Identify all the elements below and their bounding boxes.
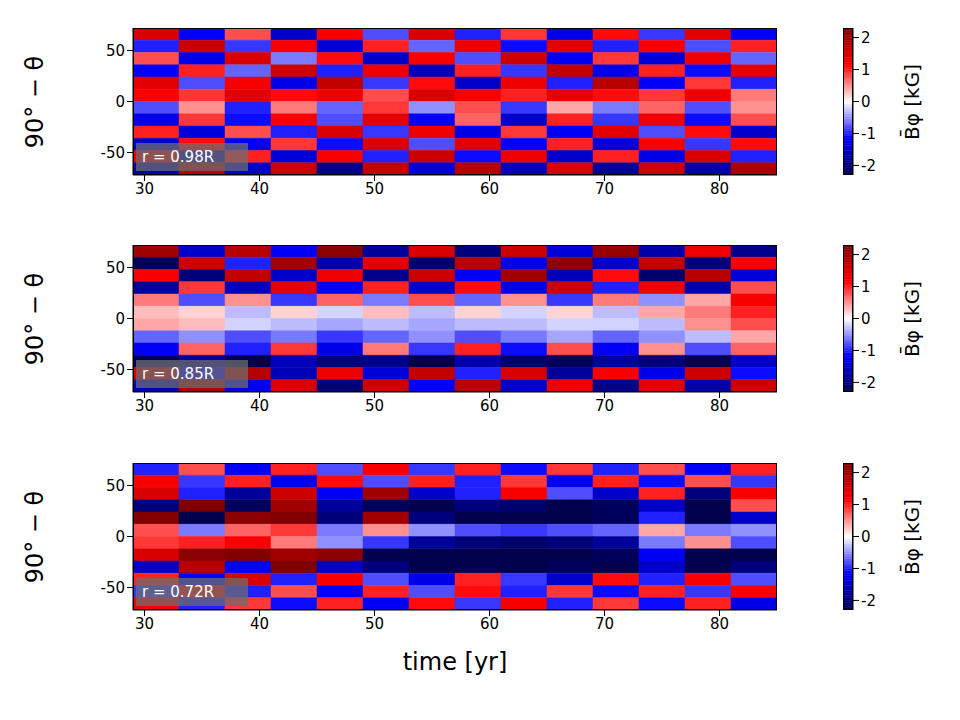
svg-text:0: 0 — [861, 310, 871, 328]
svg-text:40: 40 — [250, 180, 269, 198]
html-text:90° − θ: 90° − θ — [21, 490, 49, 583]
svg-text:60: 60 — [480, 180, 499, 198]
svg-text:60: 60 — [480, 615, 499, 633]
svg-text:-2: -2 — [861, 592, 876, 610]
svg-text:-50: -50 — [101, 144, 126, 162]
html-text:90° − θ: 90° − θ — [21, 55, 49, 148]
html-text:r = 0.72R: r = 0.72R — [142, 583, 215, 601]
html-text:90° − θ: 90° − θ — [21, 272, 49, 365]
html-text:r = 0.85R: r = 0.85R — [142, 365, 215, 383]
html-text:time [yr]: time [yr] — [402, 648, 508, 676]
svg-text:60: 60 — [480, 397, 499, 415]
svg-text:-1: -1 — [861, 342, 876, 360]
svg-text:1: 1 — [861, 496, 871, 514]
svg-text:2: 2 — [861, 29, 871, 47]
svg-text:30: 30 — [135, 180, 154, 198]
svg-text:0: 0 — [115, 93, 125, 111]
svg-text:-1: -1 — [861, 125, 876, 143]
svg-text:0: 0 — [861, 528, 871, 546]
svg-text:-2: -2 — [861, 374, 876, 392]
svg-text:40: 40 — [250, 615, 269, 633]
svg-text:40: 40 — [250, 397, 269, 415]
svg-text:70: 70 — [595, 397, 614, 415]
svg-text:80: 80 — [710, 615, 729, 633]
svg-text:50: 50 — [106, 477, 125, 495]
svg-text:30: 30 — [135, 397, 154, 415]
html-text:B̄φ [kG]: B̄φ [kG] — [900, 280, 924, 357]
svg-text:-1: -1 — [861, 560, 876, 578]
svg-text:50: 50 — [365, 615, 384, 633]
svg-text:-50: -50 — [101, 579, 126, 597]
html-text:B̄φ [kG]: B̄φ [kG] — [900, 498, 924, 575]
svg-text:0: 0 — [861, 93, 871, 111]
svg-text:80: 80 — [710, 180, 729, 198]
svg-text:2: 2 — [861, 464, 871, 482]
svg-text:50: 50 — [106, 42, 125, 60]
svg-text:50: 50 — [365, 397, 384, 415]
svg-text:2: 2 — [861, 246, 871, 264]
html-text:r = 0.98R: r = 0.98R — [142, 148, 215, 166]
svg-text:0: 0 — [115, 310, 125, 328]
svg-text:0: 0 — [115, 528, 125, 546]
svg-text:80: 80 — [710, 397, 729, 415]
svg-text:-50: -50 — [101, 361, 126, 379]
svg-text:50: 50 — [106, 259, 125, 277]
svg-text:1: 1 — [861, 278, 871, 296]
svg-text:-2: -2 — [861, 157, 876, 175]
svg-text:70: 70 — [595, 615, 614, 633]
svg-text:30: 30 — [135, 615, 154, 633]
svg-text:70: 70 — [595, 180, 614, 198]
html-text:B̄φ [kG]: B̄φ [kG] — [900, 63, 924, 140]
svg-text:50: 50 — [365, 180, 384, 198]
svg-text:1: 1 — [861, 61, 871, 79]
